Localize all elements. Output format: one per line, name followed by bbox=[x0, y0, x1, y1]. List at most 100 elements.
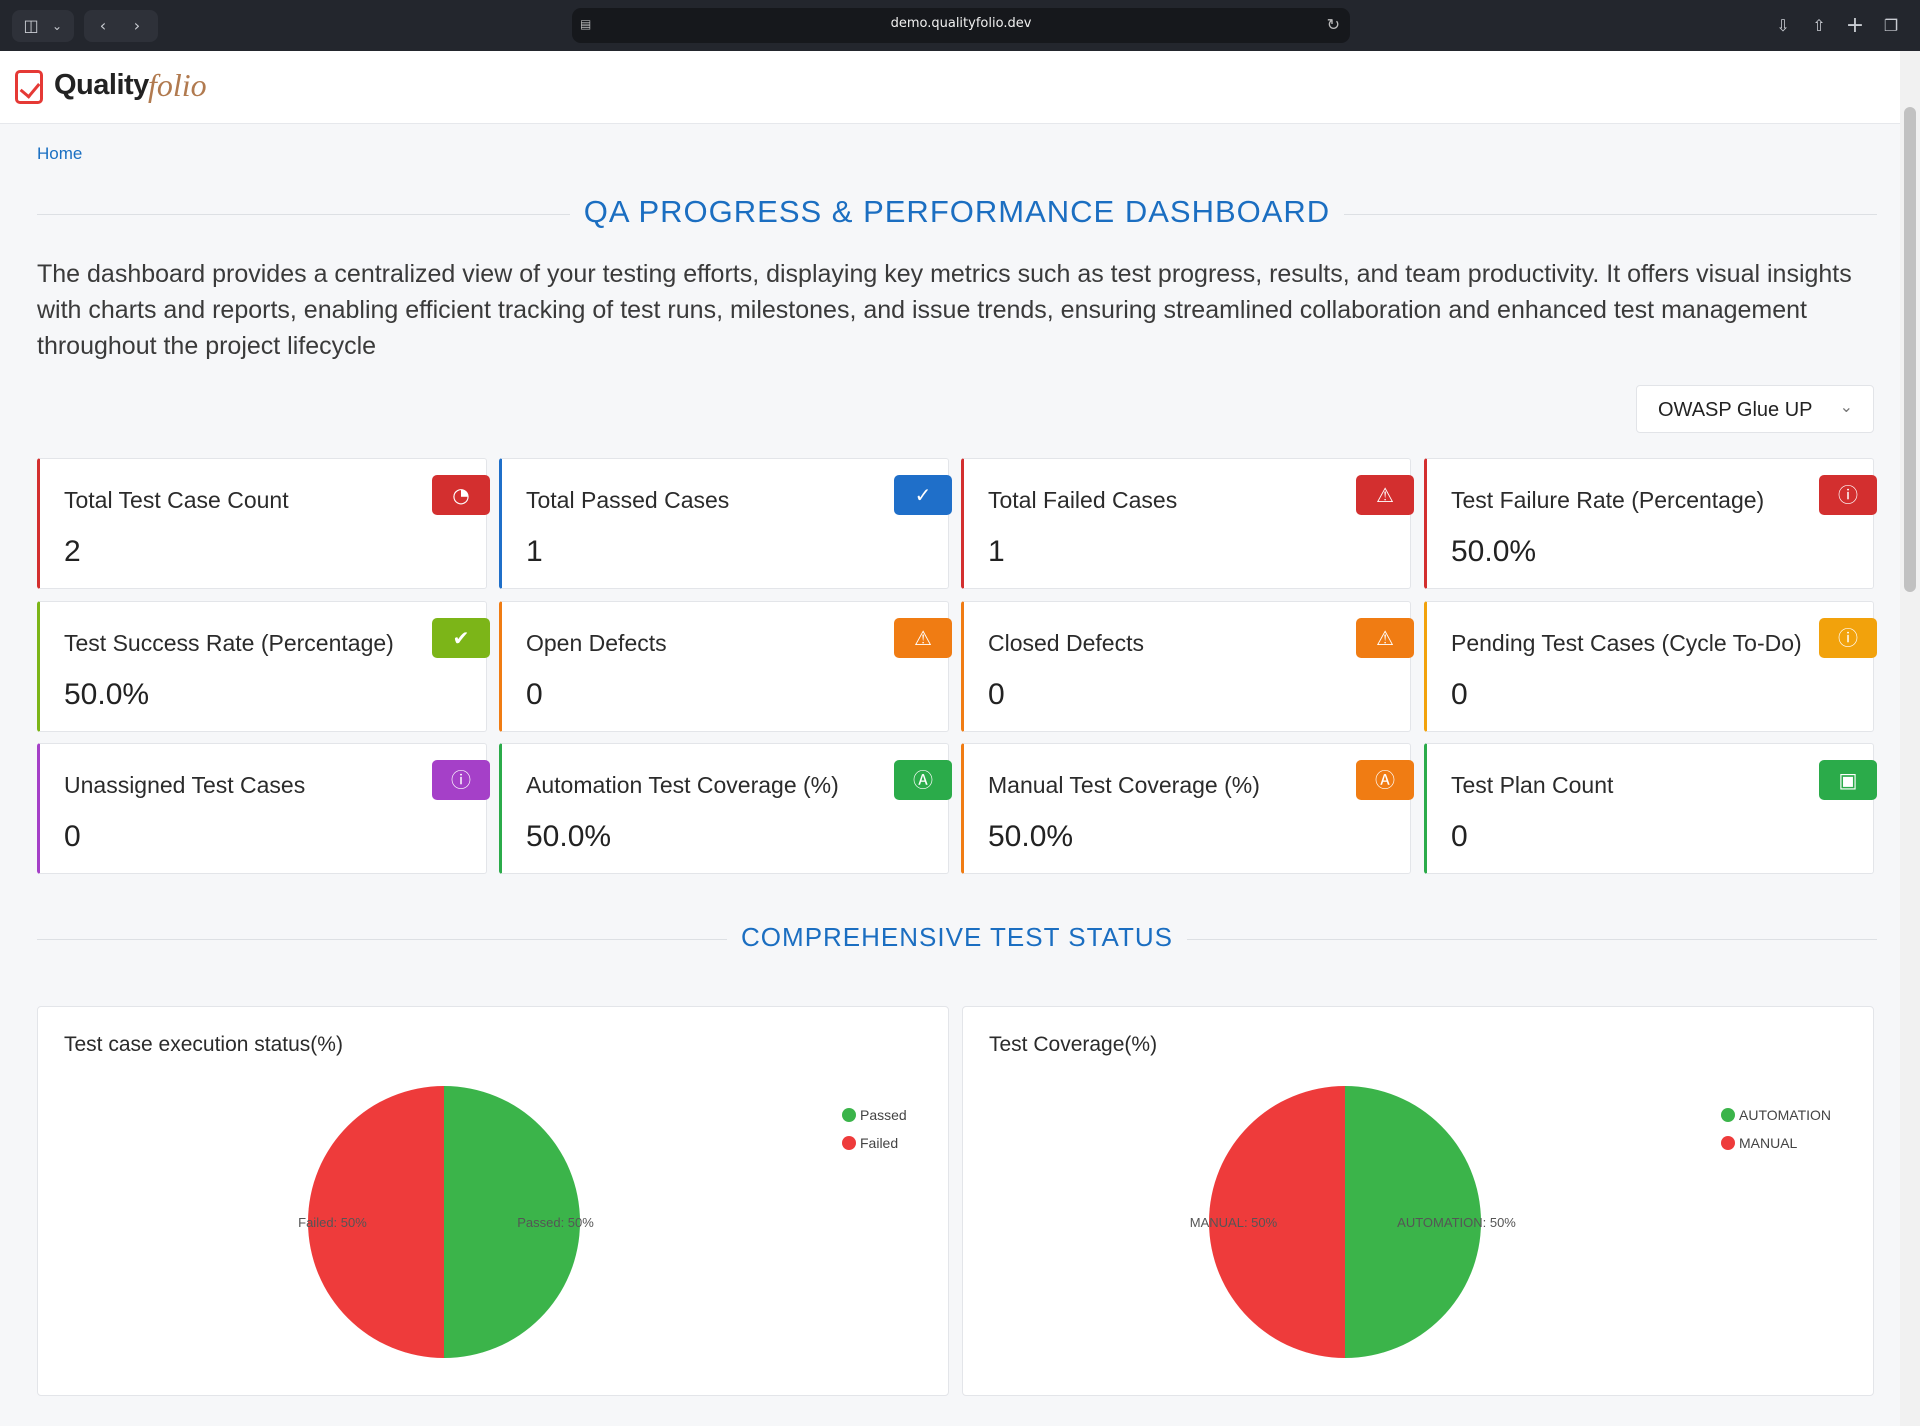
metric-value: 2 bbox=[64, 535, 81, 568]
metric-label: Pending Test Cases (Cycle To-Do) bbox=[1451, 630, 1802, 656]
legend-swatch bbox=[842, 1108, 856, 1122]
metric-label: Total Failed Cases bbox=[988, 487, 1178, 513]
back-button[interactable]: ‹ bbox=[99, 16, 107, 35]
legend-label: Passed bbox=[860, 1107, 907, 1123]
check-circle-icon: ✔ bbox=[432, 618, 490, 658]
metric-label: Automation Test Coverage (%) bbox=[526, 772, 839, 798]
scrollbar-thumb[interactable] bbox=[1904, 107, 1916, 592]
metric-label: Test Success Rate (Percentage) bbox=[64, 630, 394, 656]
legend-label: Failed bbox=[860, 1135, 899, 1151]
monitor-icon: ▣ bbox=[1819, 760, 1877, 800]
history-nav: ‹ › bbox=[84, 10, 158, 42]
legend-item[interactable]: MANUAL bbox=[1721, 1129, 1831, 1157]
metric-card: Test Failure Rate (Percentage) 50.0% ⓘ bbox=[1424, 458, 1877, 589]
legend-item[interactable]: Passed bbox=[842, 1101, 907, 1129]
pie-slice-passed[interactable] bbox=[444, 1086, 580, 1358]
metric-value: 0 bbox=[526, 678, 543, 711]
pie-data-label: MANUAL: 50% bbox=[1190, 1215, 1278, 1230]
pie-data-label: Passed: 50% bbox=[517, 1215, 594, 1230]
legend-swatch bbox=[842, 1136, 856, 1150]
alert-circle-icon: ⓘ bbox=[1819, 618, 1877, 658]
legend-swatch bbox=[1721, 1136, 1735, 1150]
new-tab-icon[interactable]: + bbox=[1845, 13, 1865, 38]
site-settings-icon[interactable]: ▤ bbox=[580, 17, 592, 31]
metric-card: Pending Test Cases (Cycle To-Do) 0 ⓘ bbox=[1424, 601, 1877, 732]
legend-swatch bbox=[1721, 1108, 1735, 1122]
metric-value: 0 bbox=[64, 820, 81, 853]
metric-label: Manual Test Coverage (%) bbox=[988, 772, 1260, 798]
share-icon[interactable]: ⇧ bbox=[1812, 16, 1826, 35]
metric-label: Test Failure Rate (Percentage) bbox=[1451, 487, 1765, 513]
alert-off-icon: ⚠ bbox=[894, 618, 952, 658]
metric-label: Unassigned Test Cases bbox=[64, 772, 306, 798]
metric-value: 0 bbox=[1451, 820, 1468, 853]
metric-card: Automation Test Coverage (%) 50.0% Ⓐ bbox=[499, 743, 952, 874]
chart-legend: Passed Failed bbox=[842, 1101, 907, 1157]
tab-overview-icon[interactable]: ❐ bbox=[1883, 16, 1899, 35]
dashboard-description: The dashboard provides a centralized vie… bbox=[37, 260, 1852, 360]
project-select-value: OWASP Glue UP bbox=[1658, 399, 1813, 421]
project-select[interactable]: OWASP Glue UP ⌄ bbox=[1636, 385, 1874, 433]
metric-value: 0 bbox=[988, 678, 1005, 711]
page-title-text: QA PROGRESS & PERFORMANCE DASHBOARD bbox=[569, 194, 1345, 229]
page-title: QA PROGRESS & PERFORMANCE DASHBOARD bbox=[37, 194, 1877, 234]
metric-label: Total Passed Cases bbox=[526, 487, 730, 513]
sidebar-toggle-button[interactable]: ◫ ⌄ bbox=[12, 10, 74, 42]
metric-value: 0 bbox=[1451, 678, 1468, 711]
metric-card: Test Plan Count 0 ▣ bbox=[1424, 743, 1877, 874]
pie-data-label: Failed: 50% bbox=[298, 1215, 367, 1230]
legend-label: MANUAL bbox=[1739, 1135, 1798, 1151]
alert-circle-icon: ⓘ bbox=[1819, 475, 1877, 515]
forward-button[interactable]: › bbox=[133, 16, 141, 35]
page-scrollbar[interactable] bbox=[1900, 51, 1920, 1426]
logo-primary-text: Quality bbox=[54, 69, 149, 101]
browser-toolbar: ◫ ⌄ ‹ › ▤ demo.qualityfolio.dev ↻ ⇩ ⇧ + … bbox=[0, 0, 1920, 51]
chart-title: Test case execution status(%) bbox=[64, 1033, 343, 1056]
legend-item[interactable]: Failed bbox=[842, 1129, 907, 1157]
chevron-down-icon: ⌄ bbox=[51, 19, 63, 33]
reload-icon[interactable]: ↻ bbox=[1326, 15, 1340, 34]
coverage-chart-card: Test Coverage(%) AUTOMATION: 50% MANUAL: … bbox=[962, 1006, 1874, 1396]
metric-value: 50.0% bbox=[64, 678, 150, 711]
metric-value: 1 bbox=[988, 535, 1005, 568]
pie-data-label: AUTOMATION: 50% bbox=[1397, 1215, 1516, 1230]
metric-card: Total Passed Cases 1 ✓ bbox=[499, 458, 952, 589]
metric-label: Open Defects bbox=[526, 630, 667, 656]
pie-slice-automation[interactable] bbox=[1345, 1086, 1481, 1358]
address-bar[interactable]: ▤ demo.qualityfolio.dev ↻ bbox=[572, 8, 1350, 43]
downloads-icon[interactable]: ⇩ bbox=[1776, 16, 1790, 35]
execution-status-pie-chart: Passed: 50% Failed: 50% bbox=[298, 1086, 594, 1358]
coverage-pie-chart: AUTOMATION: 50% MANUAL: 50% bbox=[1190, 1086, 1516, 1358]
legend-item[interactable]: AUTOMATION bbox=[1721, 1101, 1831, 1129]
metric-value: 50.0% bbox=[526, 820, 612, 853]
automation-icon: Ⓐ bbox=[894, 760, 952, 800]
alert-off-icon: ⚠ bbox=[1356, 618, 1414, 658]
automation-icon: Ⓐ bbox=[1356, 760, 1414, 800]
metric-card: Unassigned Test Cases 0 ⓘ bbox=[37, 743, 490, 874]
metric-label: Test Plan Count bbox=[1451, 772, 1614, 798]
metric-label: Total Test Case Count bbox=[64, 487, 289, 513]
pie-slice-manual[interactable] bbox=[1209, 1086, 1345, 1358]
metric-card: Total Test Case Count 2 ◔ bbox=[37, 458, 490, 589]
alert-circle-icon: ⓘ bbox=[432, 760, 490, 800]
metric-value: 1 bbox=[526, 535, 543, 568]
chart-title: Test Coverage(%) bbox=[989, 1033, 1158, 1056]
chart-legend: AUTOMATION MANUAL bbox=[1721, 1101, 1831, 1157]
url-text: demo.qualityfolio.dev bbox=[890, 16, 1032, 31]
metric-value: 50.0% bbox=[1451, 535, 1537, 568]
gauge-icon: ◔ bbox=[432, 475, 490, 515]
logo-secondary-text: folio bbox=[148, 67, 207, 103]
metric-card: Test Success Rate (Percentage) 50.0% ✔ bbox=[37, 601, 490, 732]
metric-label: Closed Defects bbox=[988, 630, 1144, 656]
alert-off-icon: ⚠ bbox=[1356, 475, 1414, 515]
breadcrumb-home[interactable]: Home bbox=[37, 144, 83, 163]
metric-card: Total Failed Cases 1 ⚠ bbox=[961, 458, 1414, 589]
logo-check-icon bbox=[15, 70, 43, 104]
check-icon: ✓ bbox=[894, 475, 952, 515]
pie-slice-failed[interactable] bbox=[308, 1086, 444, 1358]
section-title: COMPREHENSIVE TEST STATUS bbox=[37, 922, 1877, 956]
metric-card: Open Defects 0 ⚠ bbox=[499, 601, 952, 732]
metric-card: Manual Test Coverage (%) 50.0% Ⓐ bbox=[961, 743, 1414, 874]
legend-label: AUTOMATION bbox=[1739, 1107, 1832, 1123]
sidebar-icon: ◫ bbox=[23, 16, 39, 35]
